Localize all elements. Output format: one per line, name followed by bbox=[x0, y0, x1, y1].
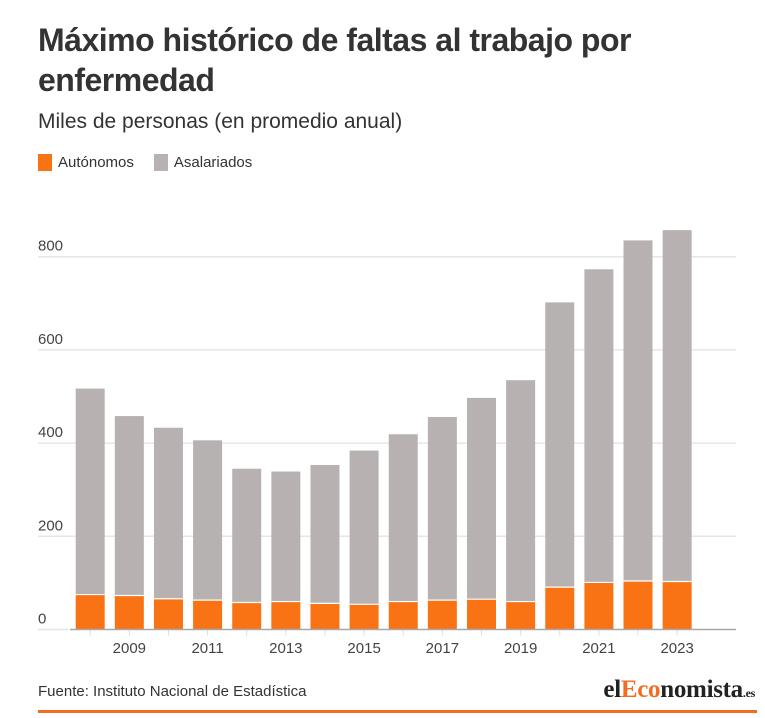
bar-autonomos-2018[interactable] bbox=[467, 599, 496, 630]
logo-nomista: nomista bbox=[660, 676, 743, 703]
bar-asalariados-2012[interactable] bbox=[232, 468, 262, 603]
x-tick-label-2009: 2009 bbox=[113, 640, 146, 657]
bar-autonomos-2012[interactable] bbox=[232, 602, 262, 630]
legend: Autónomos Asalariados bbox=[38, 154, 272, 171]
x-tick-label-2019: 2019 bbox=[504, 640, 537, 657]
footer-accent-line bbox=[38, 710, 757, 713]
bar-autonomos-2021[interactable] bbox=[584, 582, 614, 630]
bar-asalariados-2015[interactable] bbox=[349, 450, 379, 605]
bar-asalariados-2021[interactable] bbox=[584, 269, 614, 583]
legend-swatch-asalariados bbox=[153, 154, 168, 171]
bar-autonomos-2013[interactable] bbox=[271, 601, 301, 630]
y-tick-label-600: 600 bbox=[38, 331, 63, 348]
bar-autonomos-2019[interactable] bbox=[506, 601, 536, 630]
eleconomista-logo[interactable]: elEconomista.es bbox=[603, 676, 755, 704]
y-tick-label-0: 0 bbox=[38, 611, 46, 628]
source-note: Fuente: Instituto Nacional de Estadístic… bbox=[38, 683, 307, 700]
bar-autonomos-2020[interactable] bbox=[545, 587, 575, 630]
y-tick-label-200: 200 bbox=[38, 517, 63, 534]
bar-autonomos-2009[interactable] bbox=[114, 595, 144, 630]
bar-asalariados-2023[interactable] bbox=[662, 230, 692, 582]
bar-autonomos-2010[interactable] bbox=[153, 598, 183, 630]
x-tick-label-2011: 2011 bbox=[191, 640, 223, 657]
bar-asalariados-2014[interactable] bbox=[310, 465, 340, 604]
x-axis: 2009 2011 2013 2015 2017 2019 2021 2023 bbox=[70, 628, 736, 657]
legend-label-autonomos: Autónomos bbox=[58, 154, 134, 171]
bar-asalariados-2013[interactable] bbox=[271, 471, 301, 602]
x-tick-label-2021: 2021 bbox=[582, 640, 615, 657]
bar-autonomos-2011[interactable] bbox=[193, 600, 223, 630]
logo-el: el bbox=[603, 676, 621, 703]
legend-swatch-autonomos bbox=[38, 154, 52, 171]
bar-autonomos-2014[interactable] bbox=[310, 603, 340, 630]
bar-asalariados-2018[interactable] bbox=[467, 397, 496, 600]
legend-label-asalariados: Asalariados bbox=[173, 154, 253, 171]
bar-asalariados-2010[interactable] bbox=[153, 427, 183, 599]
bar-autonomos-2015[interactable] bbox=[349, 604, 379, 630]
chart-title: Máximo histórico de faltas al trabajo po… bbox=[38, 22, 631, 98]
bar-autonomos-2023[interactable] bbox=[662, 581, 692, 630]
bar-autonomos-2017[interactable] bbox=[427, 600, 457, 630]
bar-autonomos-2022[interactable] bbox=[623, 581, 653, 630]
x-tick-label-2015: 2015 bbox=[347, 640, 380, 657]
bar-asalariados-2011[interactable] bbox=[193, 440, 223, 601]
y-tick-label-400: 400 bbox=[38, 424, 63, 441]
bars bbox=[75, 230, 692, 630]
x-tick-label-2023: 2023 bbox=[660, 640, 693, 657]
bar-asalariados-2008[interactable] bbox=[75, 388, 105, 595]
y-tick-label-800: 800 bbox=[38, 238, 63, 255]
legend-item-asalariados[interactable]: Asalariados bbox=[153, 154, 253, 171]
x-tick-label-2013: 2013 bbox=[269, 640, 302, 657]
bar-asalariados-2019[interactable] bbox=[506, 380, 536, 602]
gridlines: 0 200 400 600 800 bbox=[38, 238, 736, 631]
logo-es: .es bbox=[742, 686, 755, 700]
bar-autonomos-2016[interactable] bbox=[388, 601, 418, 630]
logo-eco: Eco bbox=[620, 676, 661, 703]
bar-asalariados-2017[interactable] bbox=[427, 417, 457, 601]
x-tick-label-2017: 2017 bbox=[426, 640, 459, 657]
bar-asalariados-2022[interactable] bbox=[623, 240, 653, 582]
legend-item-autonomos[interactable]: Autónomos bbox=[38, 154, 134, 171]
bar-asalariados-2020[interactable] bbox=[545, 302, 575, 588]
chart-subtitle: Miles de personas (en promedio anual) bbox=[38, 110, 403, 133]
bar-asalariados-2016[interactable] bbox=[388, 434, 418, 602]
bar-asalariados-2009[interactable] bbox=[114, 416, 144, 596]
bar-autonomos-2008[interactable] bbox=[75, 594, 105, 630]
